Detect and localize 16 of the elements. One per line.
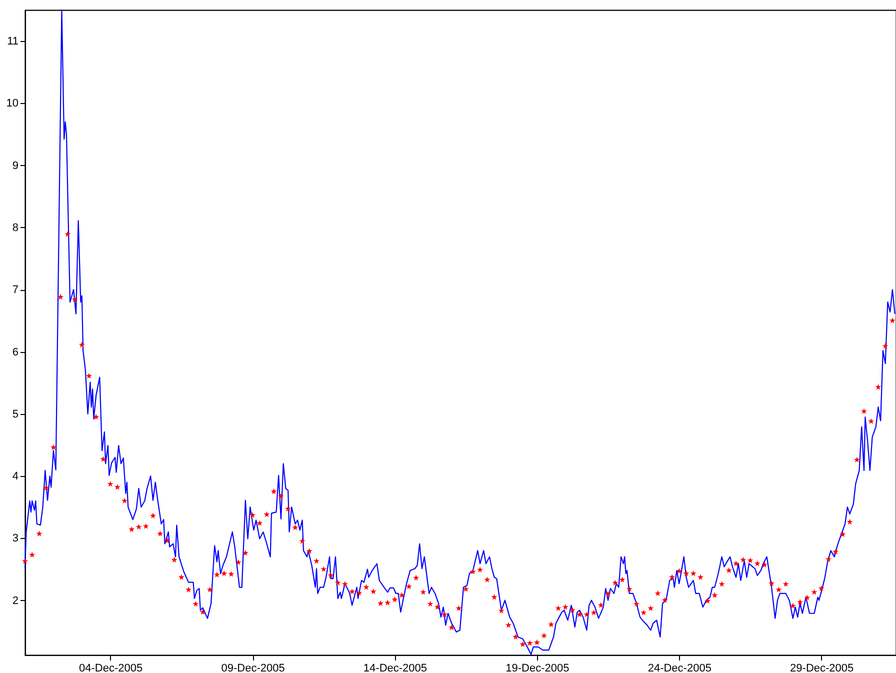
y-tick-label: 2 [12, 594, 18, 607]
x-tick-label: 09-Dec-2005 [221, 662, 285, 673]
y-tick-label: 11 [7, 36, 18, 48]
y-tick-label: 4 [12, 470, 18, 483]
y-tick-label: 5 [12, 408, 18, 420]
x-tick-label: 19-Dec-2005 [506, 662, 570, 673]
y-tick-label: 3 [12, 532, 18, 545]
x-tick-label: 24-Dec-2005 [648, 662, 712, 673]
x-tick-label: 14-Dec-2005 [363, 662, 428, 673]
y-tick-label: 6 [12, 346, 18, 358]
x-tick-label: 04-Dec-2005 [79, 662, 143, 673]
x-tick-label: 29-Dec-2005 [790, 662, 854, 673]
y-tick-label: 8 [12, 222, 18, 234]
y-tick-label: 10 [6, 98, 18, 110]
y-tick-label: 9 [12, 160, 18, 172]
y-tick-label: 7 [12, 284, 18, 296]
